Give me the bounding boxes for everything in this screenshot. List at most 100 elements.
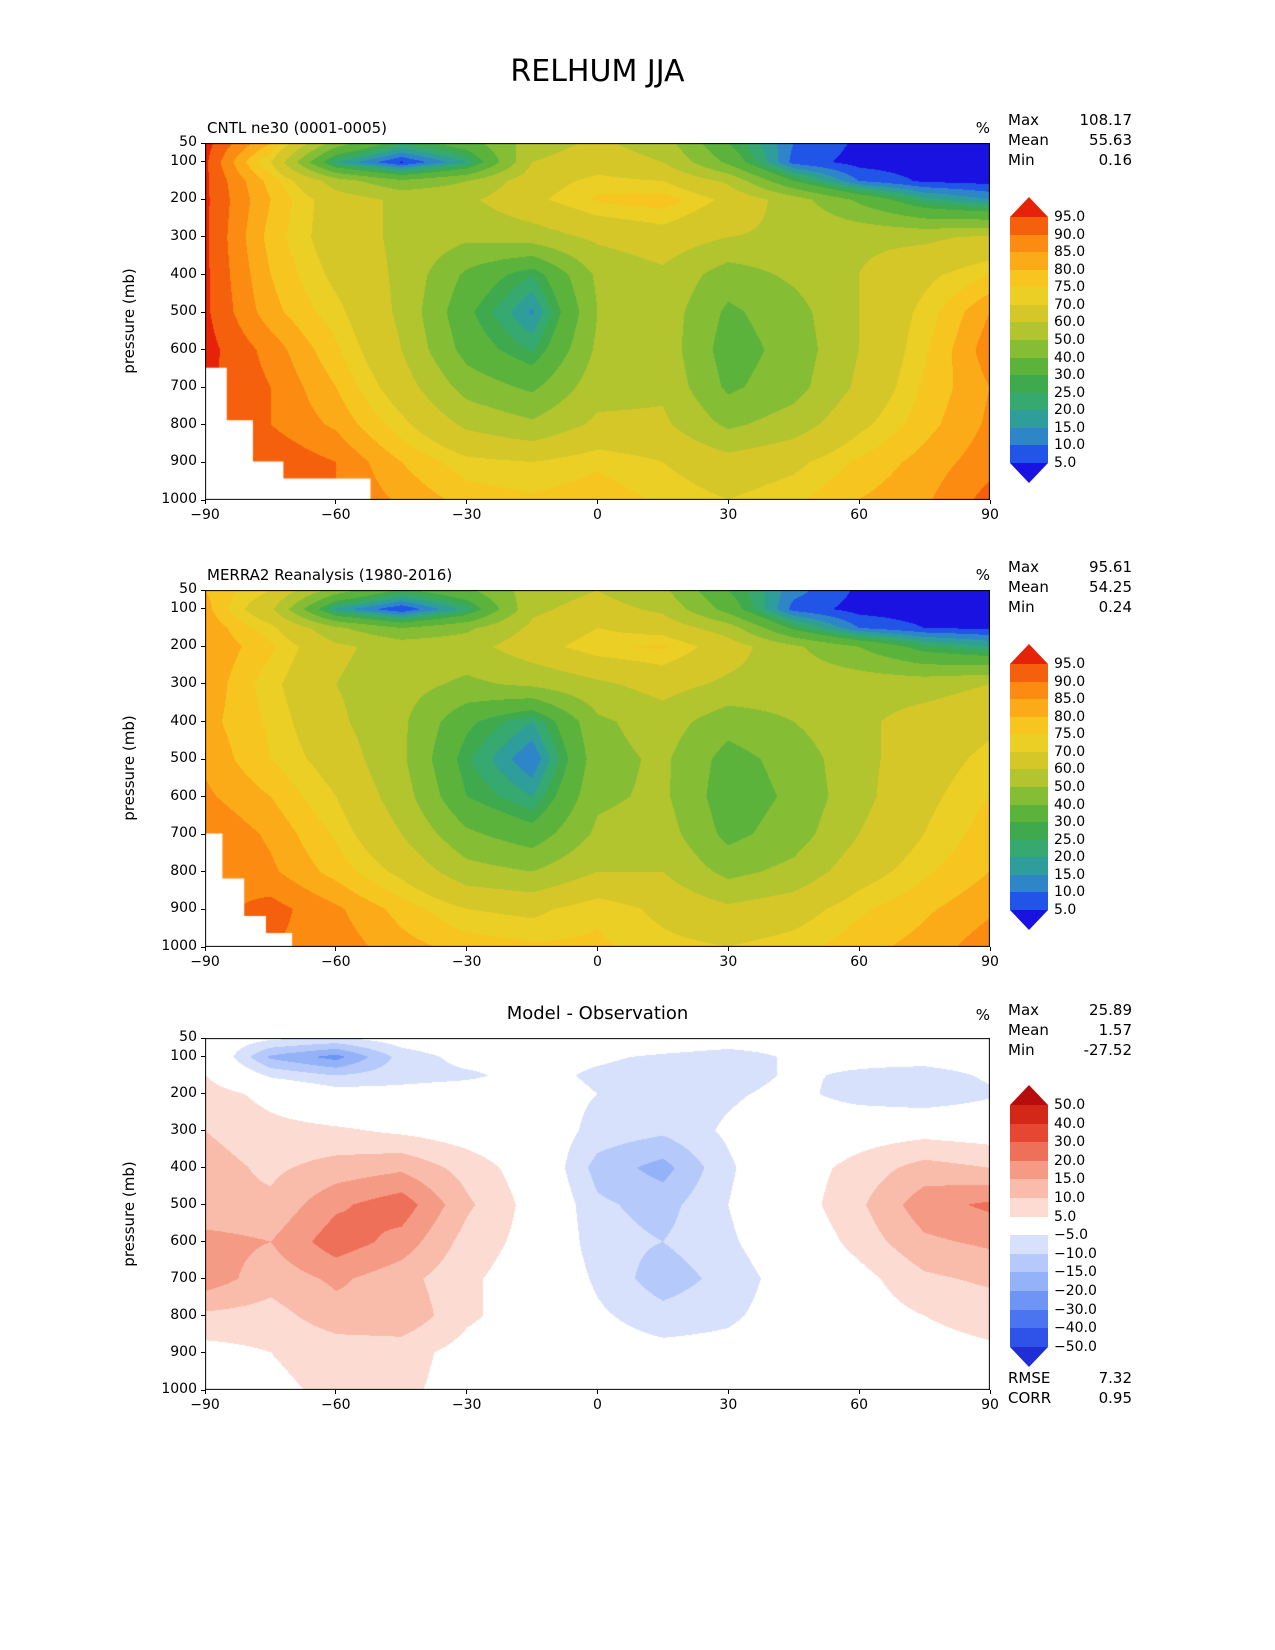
y-tick-mark (201, 1056, 205, 1058)
y-axis-label: pressure (mb) (120, 715, 138, 821)
y-tick-mark (201, 311, 205, 313)
x-tick-mark (597, 1390, 598, 1394)
units-label-model: % (975, 119, 990, 137)
contour-plot-model (205, 143, 990, 500)
y-tick-mark (201, 1093, 205, 1095)
panel-title-obs: MERRA2 Reanalysis (1980-2016) (207, 566, 453, 584)
y-tick-label: 50 (179, 1029, 197, 1045)
contour-plot-diff (205, 1038, 990, 1390)
colorbar-tick-label: −40.0 (1054, 1320, 1097, 1337)
y-tick-label: 600 (170, 787, 197, 804)
stat-label: Max (1008, 1001, 1040, 1019)
colorbar-band (1010, 269, 1048, 288)
colorbar-band (1010, 375, 1048, 394)
stat-label: Max (1008, 111, 1040, 129)
x-tick-mark (597, 500, 598, 504)
colorbar-band (1010, 287, 1048, 306)
x-tick-label: 30 (719, 954, 738, 970)
rmse-corr-block: RMSE 7.32 CORR 0.95 (1008, 1368, 1132, 1408)
colorbar-band (1010, 427, 1048, 446)
colorbar-band (1010, 839, 1048, 858)
y-tick-mark (201, 142, 205, 144)
colorbar-band (1010, 392, 1048, 411)
colorbar-tick-label: 10.0 (1054, 437, 1086, 454)
colorbar-band (1010, 857, 1048, 876)
y-tick-mark (201, 796, 205, 798)
stat-row: Mean 55.63 (1008, 130, 1132, 150)
stat-label: Min (1008, 1041, 1035, 1059)
y-tick-label: 100 (170, 1047, 197, 1064)
x-tick-label: −90 (190, 1397, 220, 1413)
colorbar-band (1010, 322, 1048, 341)
colorbar-cap-top (1010, 1085, 1048, 1105)
y-tick-mark (201, 499, 205, 501)
y-tick-mark (201, 386, 205, 388)
colorbar-tick-label: 30.0 (1054, 1134, 1086, 1151)
y-tick-mark (201, 721, 205, 723)
colorbar-tick-label: 85.0 (1054, 244, 1086, 261)
y-tick-mark (201, 1389, 205, 1391)
colorbar-tick-label: −50.0 (1054, 1338, 1097, 1355)
stat-row: Min 0.24 (1008, 597, 1132, 617)
stat-row: Min -27.52 (1008, 1040, 1132, 1060)
x-tick-label: −30 (451, 954, 482, 970)
x-tick-mark (204, 1390, 206, 1394)
y-axis-label: pressure (mb) (120, 1161, 138, 1267)
y-tick-mark (201, 1037, 205, 1039)
colorbar-band (1010, 339, 1048, 359)
x-tick-mark (466, 1390, 468, 1394)
x-tick-label: 60 (850, 507, 869, 523)
rmse-row: RMSE 7.32 (1008, 1368, 1132, 1388)
colorbar-band (1010, 716, 1048, 735)
stat-value: 54.25 (1089, 578, 1132, 596)
y-tick-label: 200 (170, 190, 197, 207)
stats-block-diff: Max 25.89 Mean 1.57 Min -27.52 (1008, 1000, 1132, 1060)
y-tick-mark (201, 236, 205, 238)
colorbar-tick-label: −20.0 (1054, 1283, 1097, 1299)
y-tick-mark (201, 198, 205, 200)
colorbar-tick-label: 15.0 (1054, 1171, 1086, 1188)
colorbar-tick-label: 75.0 (1054, 726, 1086, 743)
x-tick-mark (204, 500, 206, 504)
y-tick-mark (201, 1315, 205, 1317)
colorbar-tick-label: 50.0 (1054, 331, 1086, 348)
y-tick-mark (201, 758, 205, 760)
colorbar-band (1010, 786, 1048, 806)
colorbar-band (1010, 1235, 1048, 1255)
colorbar-tick-label: 15.0 (1054, 866, 1086, 883)
x-tick-label: −60 (321, 507, 351, 523)
colorbar-tick-label: 20.0 (1054, 1152, 1086, 1169)
y-tick-label: 1000 (161, 1381, 197, 1397)
colorbar-tick-label: 80.0 (1054, 261, 1086, 278)
colorbar-tick-label: 60.0 (1054, 314, 1086, 331)
colorbar-band (1010, 1216, 1048, 1236)
colorbar-tick-label: 10.0 (1054, 884, 1086, 901)
x-tick-label: 90 (981, 1397, 999, 1413)
stat-label: Mean (1008, 1021, 1049, 1039)
y-tick-mark (201, 1241, 205, 1243)
y-tick-label: 200 (170, 1084, 197, 1101)
y-tick-label: 1000 (161, 491, 197, 507)
y-tick-mark (201, 349, 205, 351)
stat-value: 0.95 (1098, 1389, 1132, 1407)
colorbar-tick-label: 50.0 (1054, 1097, 1086, 1113)
colorbar-tick-label: 75.0 (1054, 279, 1086, 296)
y-tick-label: 700 (170, 825, 197, 842)
x-tick-mark (204, 947, 206, 951)
colorbar-band (1010, 234, 1048, 253)
corr-row: CORR 0.95 (1008, 1388, 1132, 1408)
x-tick-label: −90 (190, 507, 220, 523)
colorbar-band (1010, 252, 1048, 271)
stat-row: Max 108.17 (1008, 110, 1132, 130)
colorbar-band (1010, 751, 1048, 770)
colorbar-band (1010, 1179, 1048, 1199)
colorbar-tick-label: 20.0 (1054, 402, 1086, 419)
y-tick-label: 300 (170, 674, 197, 691)
stat-value: 25.89 (1089, 1001, 1132, 1019)
stat-value: 108.17 (1079, 111, 1133, 129)
y-tick-mark (201, 161, 205, 163)
colorbar-tick-label: 40.0 (1054, 1115, 1086, 1132)
y-tick-mark (201, 1352, 205, 1354)
y-tick-label: 900 (170, 453, 197, 470)
contour-plot-obs (205, 590, 990, 947)
